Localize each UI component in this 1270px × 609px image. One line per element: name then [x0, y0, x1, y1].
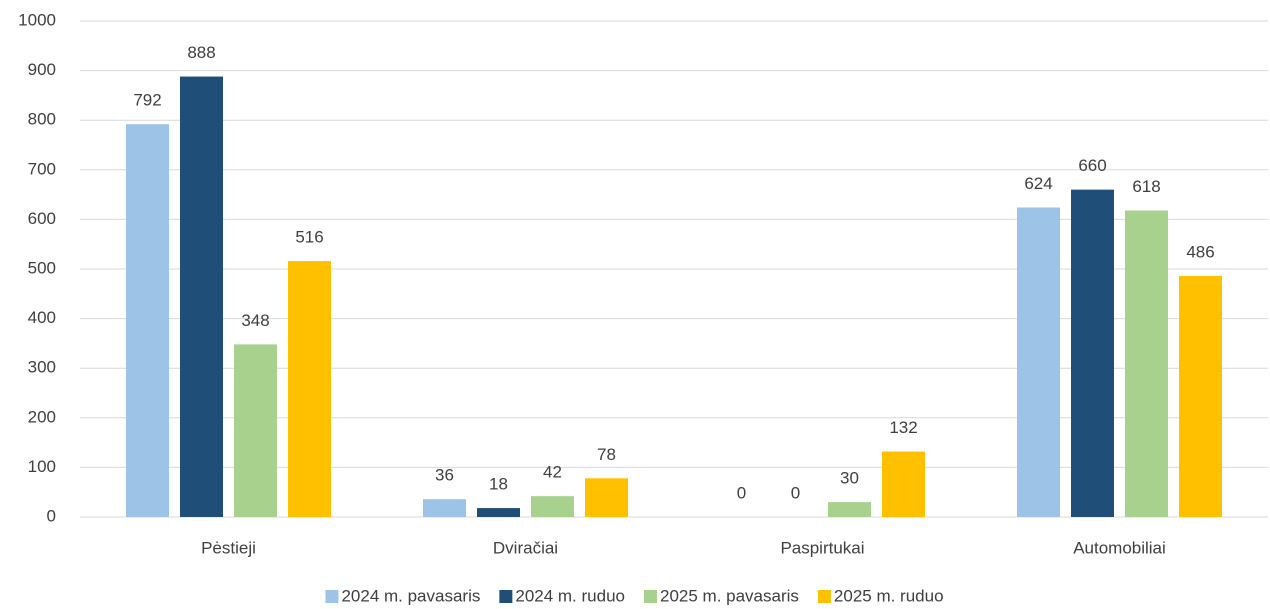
legend-swatch	[817, 590, 831, 603]
bar	[234, 344, 277, 517]
y-tick-label: 500	[28, 258, 56, 277]
bar	[1179, 275, 1222, 517]
data-label: 78	[597, 445, 616, 464]
y-tick-label: 900	[28, 60, 56, 79]
bar	[1125, 210, 1168, 518]
x-tick-label: Automobiliai	[1073, 538, 1166, 557]
bar	[180, 76, 223, 517]
y-tick-label: 600	[28, 209, 56, 228]
bar	[126, 124, 169, 517]
y-tick-label: 400	[28, 308, 56, 327]
y-tick-label: 1000	[18, 10, 56, 29]
data-label: 618	[1132, 177, 1160, 196]
data-label: 348	[241, 311, 269, 330]
x-tick-label: Paspirtukai	[780, 538, 864, 557]
legend-swatch	[325, 590, 339, 603]
data-label: 42	[543, 463, 562, 482]
data-label: 30	[840, 469, 859, 488]
bar	[585, 478, 628, 517]
data-label: 36	[435, 466, 454, 485]
data-label: 792	[133, 91, 161, 110]
bar	[882, 451, 925, 517]
x-tick-label: Pėstieji	[201, 538, 256, 557]
data-label: 486	[1186, 242, 1214, 261]
x-tick-label: Dviračiai	[493, 538, 558, 557]
legend-label: 2025 m. ruduo	[834, 586, 944, 605]
legend-label: 2025 m. pavasaris	[660, 586, 799, 605]
y-tick-label: 100	[28, 457, 56, 476]
legend-label: 2024 m. ruduo	[515, 586, 625, 605]
data-label: 660	[1078, 156, 1106, 175]
bar	[1071, 189, 1114, 517]
data-label: 0	[737, 483, 746, 502]
y-tick-label: 300	[28, 358, 56, 377]
y-tick-label: 800	[28, 110, 56, 129]
data-label: 18	[489, 475, 508, 494]
y-tick-label: 0	[47, 506, 56, 525]
bar	[288, 261, 331, 517]
data-label: 132	[889, 418, 917, 437]
y-tick-label: 200	[28, 407, 56, 426]
bar	[1017, 207, 1060, 517]
bar	[477, 508, 520, 517]
legend-swatch	[644, 590, 657, 603]
data-label: 888	[187, 43, 215, 62]
data-label: 624	[1024, 174, 1052, 193]
data-label: 0	[791, 483, 800, 502]
bar	[828, 502, 871, 517]
bar	[423, 499, 466, 517]
data-label: 516	[295, 228, 323, 247]
legend-swatch	[499, 590, 513, 603]
legend-label: 2024 m. pavasaris	[341, 586, 480, 605]
bar	[531, 496, 574, 517]
y-tick-label: 700	[28, 159, 56, 178]
